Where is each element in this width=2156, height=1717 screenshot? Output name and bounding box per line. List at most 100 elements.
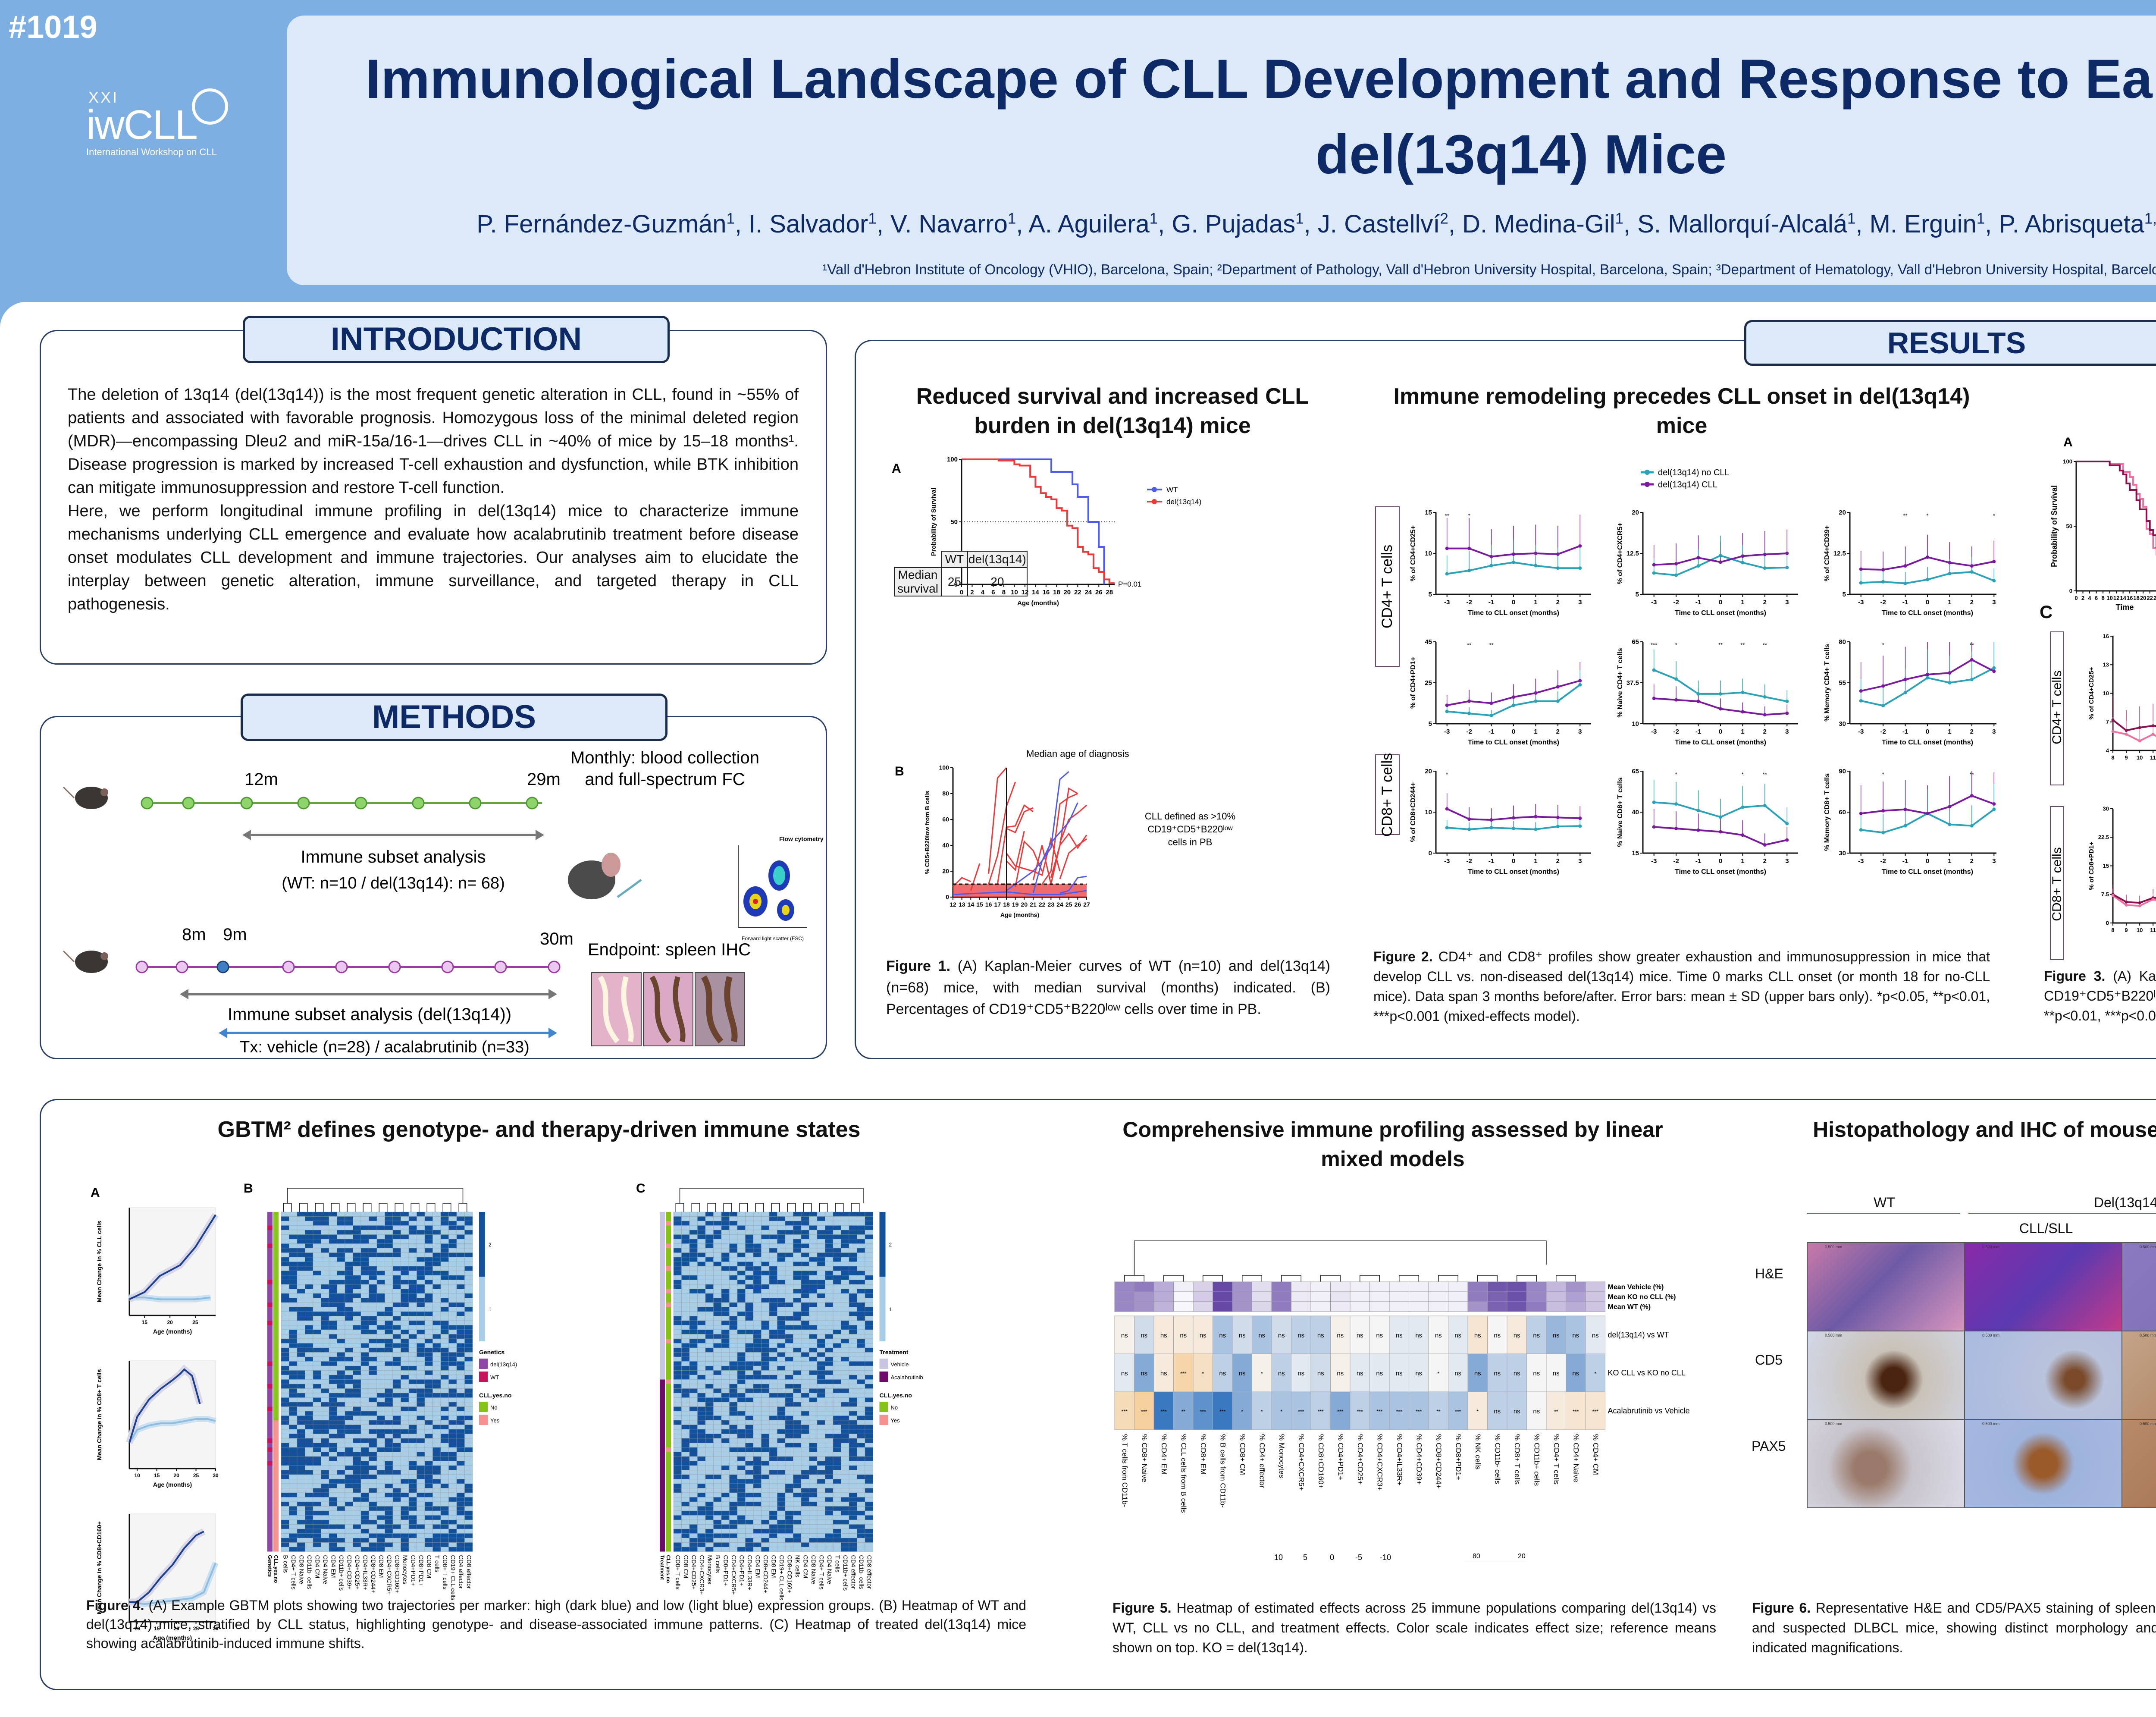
heatmap-cell [345, 1293, 353, 1298]
heatmap-cell [697, 1329, 706, 1334]
heatmap-cell [785, 1379, 793, 1384]
annotation-cell [273, 1221, 279, 1226]
heatmap-cell [440, 1271, 449, 1276]
heatmap-cell [817, 1393, 825, 1398]
heatmap-cell [408, 1488, 417, 1493]
heatmap-cell [464, 1465, 473, 1470]
heatmap-cell [305, 1298, 313, 1303]
annotation-cell [267, 1266, 273, 1271]
heatmap-cell [753, 1216, 761, 1221]
heatmap-cell [857, 1352, 865, 1357]
heatmap-cell [833, 1316, 841, 1321]
heatmap-cell [801, 1352, 809, 1357]
heatmap-cell [737, 1289, 746, 1294]
heatmap-cell [809, 1347, 818, 1353]
heatmap-cell [737, 1243, 746, 1249]
heatmap-cell [729, 1289, 738, 1294]
annotation-cell [666, 1402, 671, 1407]
heatmap-cell [448, 1311, 457, 1316]
heatmap-cell [761, 1289, 770, 1294]
heatmap-cell [761, 1352, 770, 1357]
heatmap-cell [408, 1384, 417, 1389]
heatmap-cell [297, 1497, 305, 1502]
y-axis-label: % CD5+B220low from B cells [924, 791, 931, 874]
heatmap-cell [305, 1325, 313, 1330]
heatmap-cell [817, 1347, 825, 1353]
heatmap-cell [424, 1411, 433, 1416]
heatmap-cell [817, 1397, 825, 1403]
heatmap-cell [673, 1262, 682, 1267]
heatmap-cell [281, 1393, 289, 1398]
heatmap-cell [432, 1429, 441, 1434]
heatmap-cell [369, 1483, 377, 1488]
heatmap-cell [353, 1284, 361, 1289]
heatmap-cell [392, 1542, 401, 1547]
heatmap-cell [360, 1293, 369, 1298]
heatmap-cell [456, 1434, 465, 1439]
heatmap-cell [456, 1429, 465, 1434]
y-tick-label: 65 [1632, 768, 1639, 775]
panel-label: B [244, 1182, 253, 1196]
heatmap-cell [408, 1406, 417, 1412]
heatmap-cell [313, 1492, 321, 1497]
author: P. Abrisqueta1,3 [1999, 210, 2156, 238]
heatmap-cell [305, 1497, 313, 1502]
heatmap-cell [761, 1230, 770, 1235]
heatmap-cell [385, 1465, 393, 1470]
annotation-cell [267, 1533, 273, 1538]
heatmap-cell [849, 1248, 857, 1253]
heatmap-cell [321, 1334, 329, 1339]
annotation-cell [660, 1348, 665, 1353]
heatmap-cell [337, 1456, 345, 1461]
heatmap-cell [673, 1302, 682, 1307]
x-tick-label: 2 [1763, 728, 1767, 735]
heatmap-cell [417, 1334, 425, 1339]
heatmap-cell [753, 1298, 761, 1303]
heatmap-cell [432, 1452, 441, 1457]
annotation-cell [273, 1388, 279, 1393]
heatmap-cell [697, 1384, 706, 1389]
annotation-cell [267, 1334, 273, 1339]
heatmap-cell [440, 1379, 449, 1384]
heatmap-cell [297, 1343, 305, 1348]
heatmap-cell [376, 1438, 385, 1443]
y-tick-label: 5 [1429, 720, 1432, 728]
heatmap-cell [681, 1262, 690, 1267]
heatmap-cell [345, 1456, 353, 1461]
heatmap-cell [865, 1316, 873, 1321]
heatmap-cell [305, 1293, 313, 1298]
heatmap-cell [673, 1343, 682, 1348]
heatmap-cell [408, 1375, 417, 1380]
heatmap-cell [376, 1538, 385, 1543]
annotation-cell [666, 1271, 671, 1275]
heatmap-cell [713, 1379, 722, 1384]
heatmap-cell [785, 1293, 793, 1298]
heatmap-cell [432, 1479, 441, 1484]
cll-point [1948, 805, 1952, 809]
heatmap-cell [305, 1434, 313, 1439]
heatmap-cell [408, 1266, 417, 1271]
heatmap-cell [681, 1311, 690, 1316]
annotation-cell [273, 1529, 279, 1534]
heatmap-cell [777, 1221, 786, 1226]
annotation-cell [660, 1284, 665, 1289]
annotation-cell [660, 1529, 665, 1534]
heatmap-cell [777, 1388, 786, 1394]
heatmap-cell [448, 1402, 457, 1407]
heatmap-cell [440, 1262, 449, 1267]
heatmap-cell [713, 1325, 722, 1330]
heatmap-cell [769, 1302, 777, 1307]
cll-point [1674, 698, 1678, 702]
heatmap-cell [817, 1212, 825, 1217]
dendrogram-branch [287, 1188, 464, 1203]
methods-heading: METHODS [241, 694, 667, 741]
heatmap-cell [793, 1221, 802, 1226]
heatmap-cell [857, 1375, 865, 1380]
heatmap-cell [329, 1311, 337, 1316]
heatmap-cell [448, 1243, 457, 1249]
heatmap-cell [321, 1533, 329, 1538]
heatmap-cell [360, 1501, 369, 1507]
heatmap-cell [297, 1547, 305, 1552]
y-tick-label: 0 [2069, 587, 2072, 594]
heatmap-cell [385, 1492, 393, 1497]
